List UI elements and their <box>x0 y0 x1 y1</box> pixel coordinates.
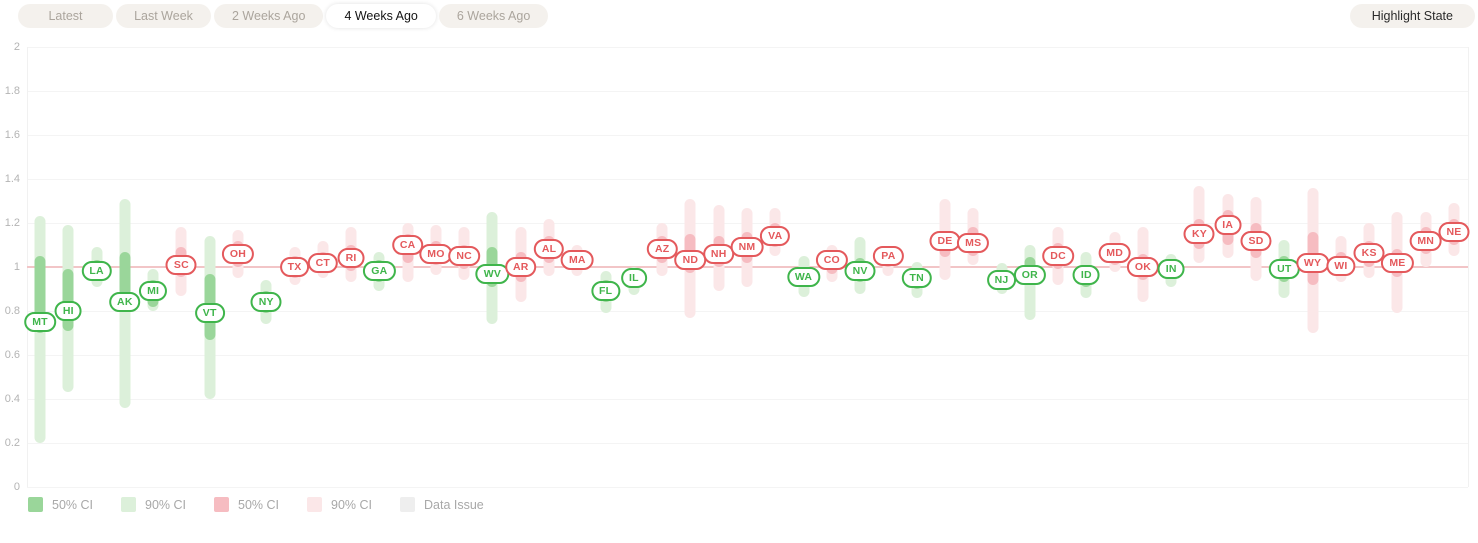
state-label-MN[interactable]: MN <box>1409 230 1443 251</box>
y-axis-tick-label: 0.4 <box>4 393 20 405</box>
legend-item-90%-ci: 90% CI <box>307 497 372 512</box>
state-label-AK[interactable]: AK <box>109 292 141 313</box>
state-label-ND[interactable]: ND <box>674 250 707 271</box>
gridline <box>27 311 1468 312</box>
legend-label: 50% CI <box>238 497 279 512</box>
state-label-GA[interactable]: GA <box>363 261 396 282</box>
state-label-DE[interactable]: DE <box>929 230 961 251</box>
state-label-MA[interactable]: MA <box>560 250 594 271</box>
y-axis-tick-label: 0.2 <box>4 437 20 449</box>
gridline <box>27 91 1468 92</box>
state-label-FL[interactable]: FL <box>590 281 621 302</box>
legend-swatch <box>400 497 415 512</box>
state-label-OR[interactable]: OR <box>1013 264 1046 285</box>
y-axis-tick-label: 1.2 <box>4 217 20 229</box>
state-label-CT[interactable]: CT <box>307 252 338 273</box>
y-axis-tick-label: 2 <box>13 41 20 53</box>
gridline <box>27 355 1468 356</box>
y-axis-tick-label: 1.8 <box>4 85 20 97</box>
state-label-WY[interactable]: WY <box>1295 252 1330 273</box>
state-label-NV[interactable]: NV <box>844 261 876 282</box>
tab-latest[interactable]: Latest <box>18 4 113 28</box>
state-label-WA[interactable]: WA <box>786 266 821 287</box>
state-label-NJ[interactable]: NJ <box>986 270 1017 291</box>
state-label-IN[interactable]: IN <box>1157 259 1185 280</box>
state-label-LA[interactable]: LA <box>81 261 112 282</box>
gridline <box>27 399 1468 400</box>
legend-item-90%-ci: 90% CI <box>121 497 186 512</box>
y-axis-tick-label: 1.6 <box>4 129 20 141</box>
state-label-UT[interactable]: UT <box>1269 259 1300 280</box>
state-label-RI[interactable]: RI <box>337 248 365 269</box>
state-label-VA[interactable]: VA <box>760 226 791 247</box>
legend-label: 90% CI <box>145 497 186 512</box>
gridline <box>27 47 1468 48</box>
legend-item-50%-ci: 50% CI <box>28 497 93 512</box>
state-label-TN[interactable]: TN <box>901 268 932 288</box>
y-axis-tick-label: 1.4 <box>4 173 20 185</box>
tab-6-weeks-ago[interactable]: 6 Weeks Ago <box>438 4 549 28</box>
state-label-OK[interactable]: OK <box>1126 257 1159 277</box>
state-label-NY[interactable]: NY <box>250 292 282 313</box>
gridline <box>27 135 1468 136</box>
y-axis-tick-label: 1 <box>13 261 20 273</box>
state-label-ID[interactable]: ID <box>1072 264 1100 285</box>
y-axis-tick-label: 0 <box>13 481 20 493</box>
legend-label: 50% CI <box>52 497 93 512</box>
highlight-state-button[interactable]: Highlight State <box>1349 4 1475 28</box>
state-label-MI[interactable]: MI <box>139 281 168 302</box>
legend-swatch <box>121 497 136 512</box>
legend-swatch <box>28 497 43 512</box>
legend-label: 90% CI <box>331 497 372 512</box>
ci50-bar-HI <box>62 269 74 331</box>
state-label-NM[interactable]: NM <box>730 237 764 258</box>
legend-item-data-issue: Data Issue <box>400 497 484 512</box>
state-label-MT[interactable]: MT <box>24 312 56 332</box>
state-label-AZ[interactable]: AZ <box>646 239 678 260</box>
gridline <box>27 179 1468 180</box>
ci50-bar-AK <box>119 251 131 296</box>
state-label-TX[interactable]: TX <box>279 257 310 277</box>
state-label-MS[interactable]: MS <box>957 232 990 253</box>
state-label-CA[interactable]: CA <box>391 235 424 255</box>
state-label-OH[interactable]: OH <box>221 243 255 264</box>
state-label-WI[interactable]: WI <box>1326 255 1356 276</box>
state-label-NE[interactable]: NE <box>1438 221 1470 242</box>
state-label-CO[interactable]: CO <box>815 250 848 271</box>
state-label-HI[interactable]: HI <box>54 301 82 321</box>
state-label-WV[interactable]: WV <box>475 263 510 284</box>
gridline <box>27 443 1468 444</box>
state-label-VT[interactable]: VT <box>194 303 225 324</box>
legend-swatch <box>307 497 322 512</box>
state-label-NC[interactable]: NC <box>448 246 480 266</box>
legend-item-50%-ci: 50% CI <box>214 497 279 512</box>
legend-swatch <box>214 497 229 512</box>
y-axis-tick-label: 0.8 <box>4 305 20 317</box>
legend-label: Data Issue <box>424 497 484 512</box>
state-label-DC[interactable]: DC <box>1042 246 1074 266</box>
plot-right-border <box>1468 47 1469 487</box>
state-label-IL[interactable]: IL <box>621 268 647 288</box>
state-label-SC[interactable]: SC <box>165 254 197 275</box>
gridline <box>27 487 1468 488</box>
state-label-AR[interactable]: AR <box>504 257 537 277</box>
time-period-tabs: Latest Last Week 2 Weeks Ago 4 Weeks Ago 6 W… <box>18 4 549 28</box>
state-label-MD[interactable]: MD <box>1098 242 1131 263</box>
state-label-AL[interactable]: AL <box>533 239 565 260</box>
state-label-IA[interactable]: IA <box>1214 215 1242 236</box>
ci50-bar-MT <box>34 256 46 333</box>
state-label-KS[interactable]: KS <box>1353 242 1385 263</box>
state-label-KY[interactable]: KY <box>1183 224 1215 244</box>
tab-last-week[interactable]: Last Week <box>116 4 211 28</box>
state-label-PA[interactable]: PA <box>873 246 904 266</box>
tab-2-weeks-ago[interactable]: 2 Weeks Ago <box>214 4 324 28</box>
state-label-ME[interactable]: ME <box>1381 252 1414 273</box>
tab-4-weeks-ago[interactable]: 4 Weeks Ago <box>326 4 436 28</box>
chart-legend: 50% CI 90% CI 50% CI 90% CI Data Issue <box>28 497 484 512</box>
y-axis-tick-label: 0.6 <box>4 349 20 361</box>
state-label-SD[interactable]: SD <box>1240 230 1272 251</box>
